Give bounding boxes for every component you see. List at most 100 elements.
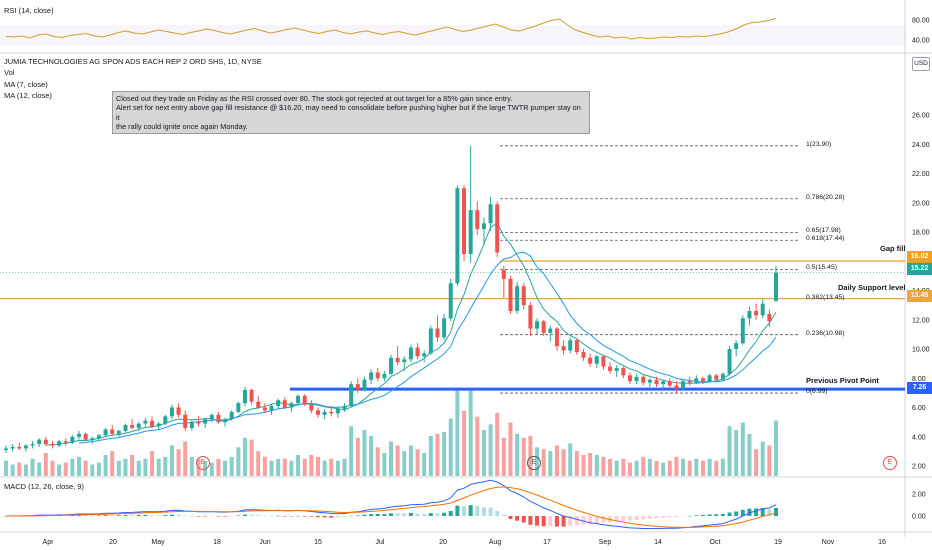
macd-histogram-bar: [588, 516, 593, 525]
volume-bar: [382, 453, 387, 476]
candle-body: [681, 381, 686, 389]
candle-body: [236, 403, 241, 412]
moving-averages: [45, 222, 777, 446]
macd-histogram-bar: [382, 513, 387, 516]
macd-histogram-bar: [641, 516, 646, 520]
ma12-line: [78, 251, 777, 444]
x-tick-label: 15: [314, 539, 322, 546]
macd-histogram-bar: [601, 516, 606, 523]
volume-bar: [123, 458, 128, 476]
candle-body: [588, 357, 593, 364]
x-tick-label: Sep: [599, 539, 612, 546]
volume-bar: [223, 460, 228, 476]
earnings-marker-1[interactable]: E: [196, 456, 210, 470]
volume-bar: [740, 422, 745, 476]
macd-histogram-bar: [70, 515, 75, 516]
macd-histogram-bar: [754, 508, 759, 516]
volume-bar: [462, 410, 467, 476]
candle-body: [130, 425, 135, 428]
x-tick-label: 18: [213, 539, 221, 546]
rsi-panel: 80.00 40.00: [0, 18, 930, 45]
macd-histogram-bar: [634, 516, 639, 520]
macd-histogram-bar: [475, 506, 480, 516]
macd-histogram-bar: [309, 516, 314, 517]
macd-panel: 2.00 0.00: [4, 479, 926, 530]
candle-body: [714, 375, 719, 380]
volume-bar: [700, 460, 705, 476]
rsi-tick-label: 80.00: [912, 18, 930, 25]
macd-histogram-bar: [468, 505, 473, 516]
volume-bar: [63, 462, 68, 476]
macd-histogram-bar: [627, 516, 632, 521]
candle-body: [408, 347, 413, 360]
macd-histogram-bar: [242, 514, 247, 516]
candle-body: [302, 395, 307, 405]
candle-body: [402, 359, 407, 363]
macd-tick-label: 0.00: [912, 514, 926, 521]
macd-histogram-bar: [495, 510, 500, 516]
x-tick-label: 19: [774, 539, 782, 546]
candle-body: [501, 270, 506, 279]
candle-body: [156, 423, 161, 427]
volume-bar: [554, 445, 559, 476]
x-tick-label: Apr: [43, 539, 55, 546]
vol-label[interactable]: Vol: [4, 68, 15, 77]
candle-body: [136, 423, 141, 428]
gap-fill-label: Gap fill: [880, 244, 906, 253]
macd-histogram-bar: [681, 516, 686, 517]
candle-body: [515, 286, 520, 312]
macd-histogram-bar: [335, 516, 340, 518]
candle-body: [707, 375, 712, 382]
macd-histogram-bar: [687, 515, 692, 517]
fib-level-label: 0.5(15.45): [806, 264, 837, 272]
candle-body: [694, 378, 699, 383]
candle-body: [30, 444, 35, 446]
macd-histogram-bar: [541, 516, 546, 527]
y-tick-label: 10.00: [912, 347, 930, 354]
volume-bar: [269, 460, 274, 476]
macd-histogram-bar: [501, 514, 506, 516]
macd-histogram-bar: [535, 516, 540, 526]
candle-body: [249, 389, 254, 402]
candle-body: [63, 441, 68, 443]
volume-bar: [747, 433, 752, 476]
volume-bar: [488, 424, 493, 476]
macd-histogram-bar: [83, 515, 88, 516]
volume-bar: [302, 458, 307, 476]
earnings-marker-3[interactable]: E: [883, 456, 897, 470]
candle-body: [143, 420, 148, 424]
candles: [4, 145, 778, 453]
volume-bar: [362, 430, 367, 476]
ma7-label[interactable]: MA (7, close): [4, 80, 48, 89]
candle-body: [369, 372, 374, 380]
ma7-line: [45, 222, 777, 446]
earnings-marker-2[interactable]: E: [527, 456, 541, 470]
candle-body: [103, 429, 108, 436]
fib-level-label: 0.65(17.98): [806, 227, 841, 235]
macd-histogram-bar: [740, 509, 745, 516]
currency-button[interactable]: USD: [912, 57, 930, 71]
volume-bar: [342, 458, 347, 476]
rsi-title: RSI (14, close): [4, 6, 54, 15]
macd-histogram-bar: [329, 516, 334, 518]
candle-body: [535, 321, 540, 329]
macd-histogram-bar: [581, 516, 586, 525]
macd-histogram-bar: [389, 513, 393, 516]
macd-histogram-bar: [774, 507, 778, 516]
candle-body: [541, 321, 546, 333]
volume-bar: [90, 464, 95, 476]
candle-body: [203, 419, 208, 424]
volume-bar: [415, 449, 420, 476]
volume-bar: [548, 451, 553, 476]
volume-bar: [30, 458, 35, 476]
macd-histogram-bar: [594, 516, 599, 524]
gap-fill-price-tag: 16.02: [907, 251, 932, 263]
macd-histogram-bar: [402, 513, 407, 516]
support-price-tag: 13.45: [907, 290, 932, 302]
volume-bar: [256, 451, 261, 476]
candle-body: [462, 188, 467, 255]
ma12-label[interactable]: MA (12, close): [4, 91, 52, 100]
candle-body: [176, 407, 181, 415]
pivot-label: Previous Pivot Point: [806, 376, 879, 385]
volume-bar: [501, 437, 506, 476]
